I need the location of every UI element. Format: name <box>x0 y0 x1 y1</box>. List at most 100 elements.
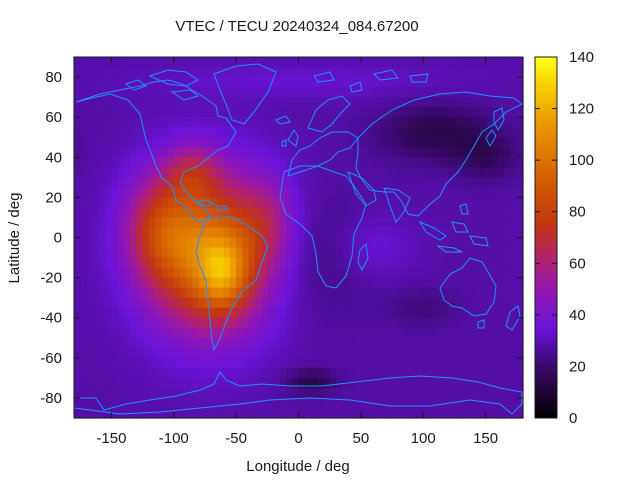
heatmap-cell <box>335 407 343 419</box>
heatmap-cell <box>298 267 306 279</box>
heatmap-cell <box>242 57 250 68</box>
heatmap-cell <box>379 237 387 249</box>
heatmap-cell <box>117 267 125 279</box>
heatmap-cell <box>261 177 268 188</box>
heatmap-cell <box>460 77 468 88</box>
heatmap-cell <box>242 187 250 198</box>
heatmap-cell <box>286 357 293 369</box>
y-tick-label: 40 <box>45 149 62 166</box>
heatmap-cell <box>441 127 449 138</box>
heatmap-cell <box>423 297 431 309</box>
heatmap-cell <box>404 357 412 369</box>
heatmap-cell <box>86 177 94 188</box>
heatmap-cell <box>229 337 237 349</box>
heatmap-cell <box>398 67 406 78</box>
heatmap-cell <box>416 357 424 369</box>
heatmap-cell <box>342 127 349 138</box>
heatmap-cell <box>454 257 462 269</box>
heatmap-cell <box>404 177 412 188</box>
heatmap-cell <box>86 357 94 369</box>
heatmap-cell <box>74 237 81 249</box>
heatmap-cell <box>392 187 399 198</box>
heatmap-cell <box>498 127 505 138</box>
heatmap-cell <box>317 277 325 289</box>
heatmap-cell <box>342 347 349 359</box>
heatmap-cell <box>105 337 113 349</box>
heatmap-cell <box>136 297 144 309</box>
heatmap-cell <box>335 357 343 369</box>
heatmap-cell <box>80 57 88 68</box>
heatmap-cell <box>148 67 156 78</box>
heatmap-cell <box>373 337 381 349</box>
heatmap-cell <box>148 147 156 158</box>
heatmap-cell <box>98 377 106 389</box>
coastlines <box>73 63 523 415</box>
heatmap-cell <box>448 117 456 128</box>
heatmap-cell <box>342 397 349 409</box>
heatmap-cell <box>98 347 106 359</box>
heatmap-cell <box>379 137 387 148</box>
heatmap-cell <box>310 147 318 158</box>
heatmap-cell <box>423 57 431 68</box>
heatmap-cell <box>392 217 399 229</box>
heatmap-cell <box>454 407 462 419</box>
heatmap-cell <box>410 277 418 289</box>
heatmap-cell <box>123 67 131 78</box>
heatmap-cell <box>142 247 150 259</box>
heatmap-cell <box>186 297 194 309</box>
heatmap-cell <box>292 87 300 98</box>
heatmap-cell <box>261 157 268 168</box>
heatmap-cell <box>204 107 212 118</box>
heatmap-cell <box>267 367 275 379</box>
heatmap-cell <box>329 337 337 349</box>
heatmap-cell <box>410 97 418 108</box>
heatmap-cell <box>180 317 187 329</box>
heatmap-cell <box>292 387 300 399</box>
heatmap-cell <box>148 367 156 379</box>
heatmap-cell <box>248 137 256 148</box>
heatmap-cell <box>304 147 312 158</box>
heatmap-cell <box>392 137 399 148</box>
heatmap-cell <box>236 287 243 299</box>
heatmap-cell <box>385 77 393 88</box>
heatmap-cell <box>448 67 456 78</box>
heatmap-cell <box>286 337 293 349</box>
heatmap-cell <box>429 397 437 409</box>
heatmap-cell <box>466 237 474 249</box>
heatmap-cell <box>142 207 150 219</box>
heatmap-cell <box>130 107 137 118</box>
heatmap-cell <box>479 247 487 259</box>
x-tick-label: 150 <box>473 430 498 447</box>
heatmap-cell <box>367 367 374 379</box>
heatmap-cell <box>186 307 194 319</box>
heatmap-cell <box>123 197 131 209</box>
heatmap-cell <box>335 187 343 198</box>
heatmap-cell <box>304 327 312 339</box>
heatmap-cell <box>448 307 456 319</box>
heatmap-cell <box>510 237 518 249</box>
heatmap-cell <box>454 307 462 319</box>
heatmap-cell <box>354 377 362 389</box>
heatmap-cell <box>298 167 306 178</box>
heatmap-cell <box>516 327 524 339</box>
heatmap-cell <box>92 177 100 188</box>
heatmap-cell <box>404 57 412 68</box>
heatmap-cell <box>410 267 418 279</box>
heatmap-cell <box>123 177 131 188</box>
heatmap-cell <box>261 187 268 198</box>
heatmap-cell <box>273 57 281 68</box>
heatmap-cell <box>267 217 275 229</box>
heatmap-cell <box>292 187 300 198</box>
heatmap-cell <box>242 317 250 329</box>
heatmap-cell <box>360 277 368 289</box>
heatmap-cell <box>441 227 449 239</box>
heatmap-cell <box>292 257 300 269</box>
heatmap-cell <box>510 297 518 309</box>
x-tick-label: -100 <box>159 430 189 447</box>
heatmap-cell <box>441 317 449 329</box>
heatmap-cell <box>173 197 181 209</box>
heatmap-cell <box>111 127 119 138</box>
heatmap-cell <box>454 107 462 118</box>
heatmap-cell <box>248 157 256 168</box>
heatmap-cell <box>111 167 119 178</box>
